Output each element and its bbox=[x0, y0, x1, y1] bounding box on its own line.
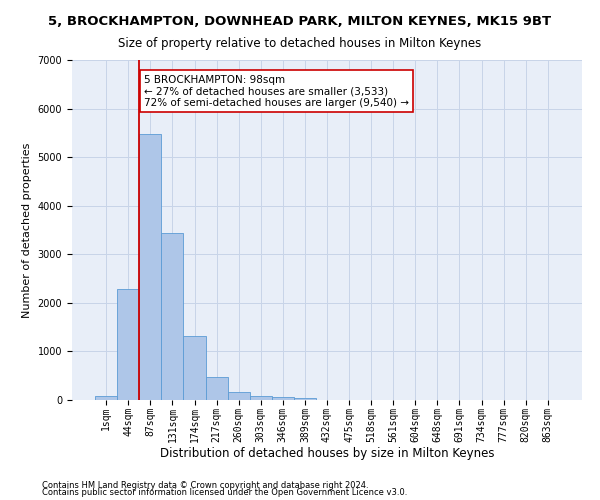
Bar bbox=[184, 336, 206, 400]
X-axis label: Distribution of detached houses by size in Milton Keynes: Distribution of detached houses by size … bbox=[160, 447, 494, 460]
Text: Contains public sector information licensed under the Open Government Licence v3: Contains public sector information licen… bbox=[42, 488, 407, 497]
Bar bbox=[250, 396, 272, 400]
Bar bbox=[95, 396, 117, 400]
Text: 5 BROCKHAMPTON: 98sqm
← 27% of detached houses are smaller (3,533)
72% of semi-d: 5 BROCKHAMPTON: 98sqm ← 27% of detached … bbox=[144, 74, 409, 108]
Bar bbox=[272, 397, 294, 400]
Bar bbox=[117, 290, 139, 400]
Text: Size of property relative to detached houses in Milton Keynes: Size of property relative to detached ho… bbox=[118, 38, 482, 51]
Text: Contains HM Land Registry data © Crown copyright and database right 2024.: Contains HM Land Registry data © Crown c… bbox=[42, 480, 368, 490]
Y-axis label: Number of detached properties: Number of detached properties bbox=[22, 142, 32, 318]
Bar bbox=[139, 134, 161, 400]
Bar bbox=[294, 398, 316, 400]
Bar bbox=[161, 233, 184, 400]
Text: 5, BROCKHAMPTON, DOWNHEAD PARK, MILTON KEYNES, MK15 9BT: 5, BROCKHAMPTON, DOWNHEAD PARK, MILTON K… bbox=[49, 15, 551, 28]
Bar bbox=[227, 392, 250, 400]
Bar bbox=[206, 377, 227, 400]
